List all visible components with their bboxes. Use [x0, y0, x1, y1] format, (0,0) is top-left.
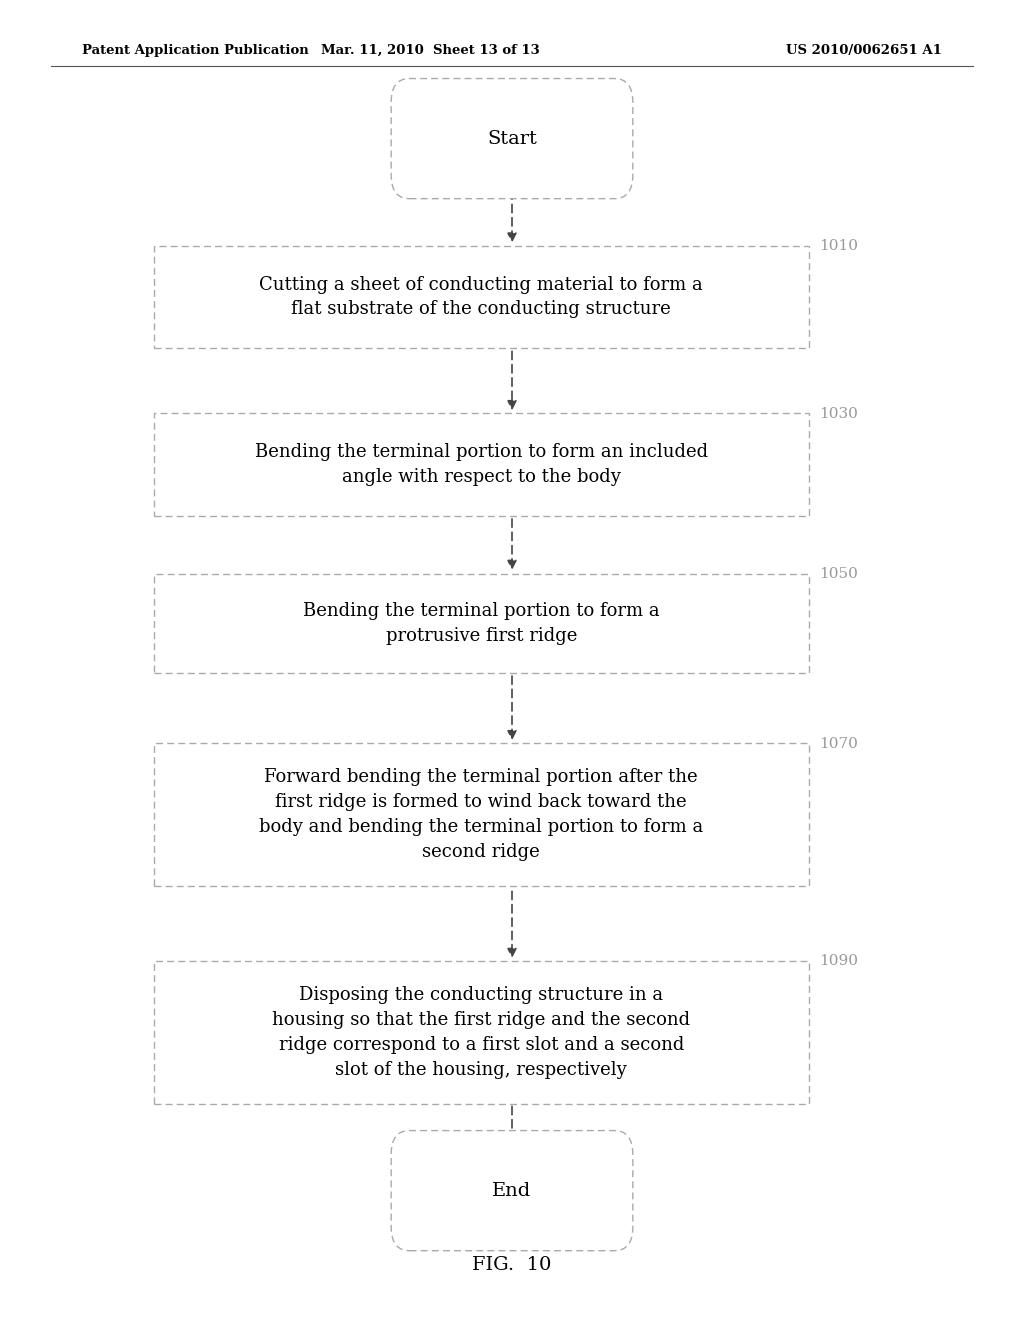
- Text: Mar. 11, 2010  Sheet 13 of 13: Mar. 11, 2010 Sheet 13 of 13: [321, 44, 540, 57]
- Text: End: End: [493, 1181, 531, 1200]
- Text: US 2010/0062651 A1: US 2010/0062651 A1: [786, 44, 942, 57]
- Text: 1030: 1030: [819, 407, 858, 421]
- Text: 1090: 1090: [819, 954, 858, 969]
- FancyBboxPatch shape: [391, 1130, 633, 1251]
- FancyBboxPatch shape: [391, 79, 633, 198]
- Text: FIG.  10: FIG. 10: [472, 1255, 552, 1274]
- Text: Start: Start: [487, 129, 537, 148]
- Text: Bending the terminal portion to form an included
angle with respect to the body: Bending the terminal portion to form an …: [255, 444, 708, 486]
- Text: Bending the terminal portion to form a
protrusive first ridge: Bending the terminal portion to form a p…: [303, 602, 659, 644]
- FancyBboxPatch shape: [154, 573, 809, 672]
- Text: Disposing the conducting structure in a
housing so that the first ridge and the : Disposing the conducting structure in a …: [272, 986, 690, 1078]
- FancyBboxPatch shape: [154, 413, 809, 516]
- Text: 1010: 1010: [819, 239, 858, 253]
- FancyBboxPatch shape: [154, 961, 809, 1104]
- FancyBboxPatch shape: [154, 743, 809, 886]
- Text: Forward bending the terminal portion after the
first ridge is formed to wind bac: Forward bending the terminal portion aft…: [259, 768, 703, 861]
- Text: 1050: 1050: [819, 568, 858, 581]
- FancyBboxPatch shape: [154, 246, 809, 348]
- Text: Cutting a sheet of conducting material to form a
flat substrate of the conductin: Cutting a sheet of conducting material t…: [259, 276, 703, 318]
- Text: Patent Application Publication: Patent Application Publication: [82, 44, 308, 57]
- Text: 1070: 1070: [819, 737, 858, 751]
